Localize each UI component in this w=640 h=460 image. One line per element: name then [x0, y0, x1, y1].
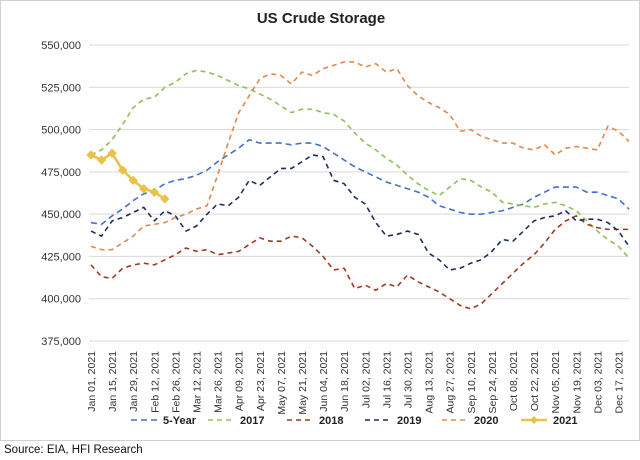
series-line-5-year	[90, 138, 630, 226]
data-point	[107, 148, 117, 158]
legend-label: 2021	[553, 415, 577, 427]
line-chart: US Crude Storage 375,000 400,000 425,000 45…	[41, 10, 630, 427]
data-point	[117, 165, 128, 175]
x-tick-label: May 21, 2021	[297, 351, 309, 415]
x-tick-label: May 07, 2021	[276, 351, 288, 415]
x-tick-label: Feb 26, 2021	[170, 351, 182, 413]
x-tick-label: Oct 22, 2021	[529, 351, 541, 411]
x-tick-label: Apr 23, 2021	[255, 351, 267, 411]
series-line-2018	[90, 215, 629, 310]
data-point	[139, 184, 149, 194]
y-axis-ticks: 375,000 400,000 425,000 450,000 475,000 500,0…	[41, 40, 81, 348]
x-tick-label: Aug 27, 2021	[445, 351, 457, 414]
x-tick-label: Jan 29, 2021	[128, 351, 140, 412]
y-tick-label: 400,000	[41, 294, 81, 306]
x-tick-label: Aug 13, 2021	[424, 351, 436, 414]
x-tick-label: Mar 12, 2021	[191, 351, 203, 413]
x-tick-label: Sep 24, 2021	[487, 351, 499, 414]
x-tick-label: Apr 09, 2021	[234, 351, 246, 411]
series-line-2020	[90, 61, 630, 251]
x-tick-label: Mar 26, 2021	[213, 351, 225, 413]
x-tick-label: Jun 04, 2021	[318, 351, 330, 412]
x-tick-label: Jul 02, 2021	[360, 351, 372, 408]
x-tick-label: Sep 10, 2021	[466, 351, 478, 414]
series-lines	[86, 61, 630, 310]
x-axis-ticks: Jan 01, 2021 Jan 15, 2021 Jan 29, 2021 Feb …	[86, 351, 625, 415]
legend-marker	[530, 416, 538, 424]
legend: 5-Year 2017 2018 2019 2020 2021	[131, 415, 577, 427]
data-point	[128, 175, 138, 186]
source-note: Source: EIA, HFI Research	[4, 444, 143, 456]
x-tick-label: Jan 01, 2021	[86, 351, 98, 412]
y-tick-label: 525,000	[41, 82, 81, 94]
x-tick-label: Dec 03, 2021	[592, 351, 604, 414]
x-tick-label: Jul 30, 2021	[402, 351, 414, 408]
legend-label: 2020	[474, 415, 498, 427]
gridlines	[89, 44, 629, 342]
series-line-2017	[90, 69, 630, 259]
series-line-2019	[90, 154, 630, 271]
y-tick-label: 475,000	[41, 167, 81, 179]
x-tick-label: Jan 15, 2021	[107, 351, 119, 412]
y-tick-label: 550,000	[41, 40, 81, 52]
y-tick-label: 500,000	[41, 125, 81, 137]
legend-label: 2019	[397, 415, 421, 427]
chart-title: US Crude Storage	[257, 10, 385, 27]
x-tick-label: Dec 17, 2021	[613, 351, 625, 414]
data-point	[160, 194, 170, 204]
x-tick-label: Jun 18, 2021	[339, 351, 351, 412]
legend-label: 2017	[240, 415, 264, 427]
y-tick-label: 450,000	[41, 209, 81, 221]
data-point	[86, 150, 96, 160]
legend-label: 2018	[319, 415, 343, 427]
legend-label: 5-Year	[163, 415, 197, 427]
x-tick-label: Nov 05, 2021	[550, 351, 562, 414]
x-tick-label: Oct 08, 2021	[508, 351, 520, 411]
x-tick-label: Feb 12, 2021	[149, 351, 161, 413]
chart-frame: US Crude Storage 375,000 400,000 425,000 45…	[0, 0, 640, 441]
data-point	[149, 187, 160, 197]
x-tick-label: Jul 16, 2021	[381, 351, 393, 408]
data-point	[96, 155, 107, 165]
y-tick-label: 425,000	[41, 251, 81, 263]
y-tick-label: 375,000	[41, 336, 81, 348]
x-tick-label: Nov 19, 2021	[571, 351, 583, 414]
